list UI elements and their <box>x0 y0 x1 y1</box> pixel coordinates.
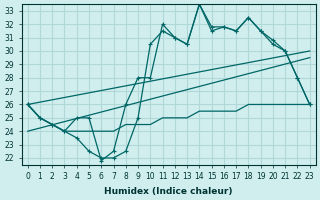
X-axis label: Humidex (Indice chaleur): Humidex (Indice chaleur) <box>104 187 233 196</box>
